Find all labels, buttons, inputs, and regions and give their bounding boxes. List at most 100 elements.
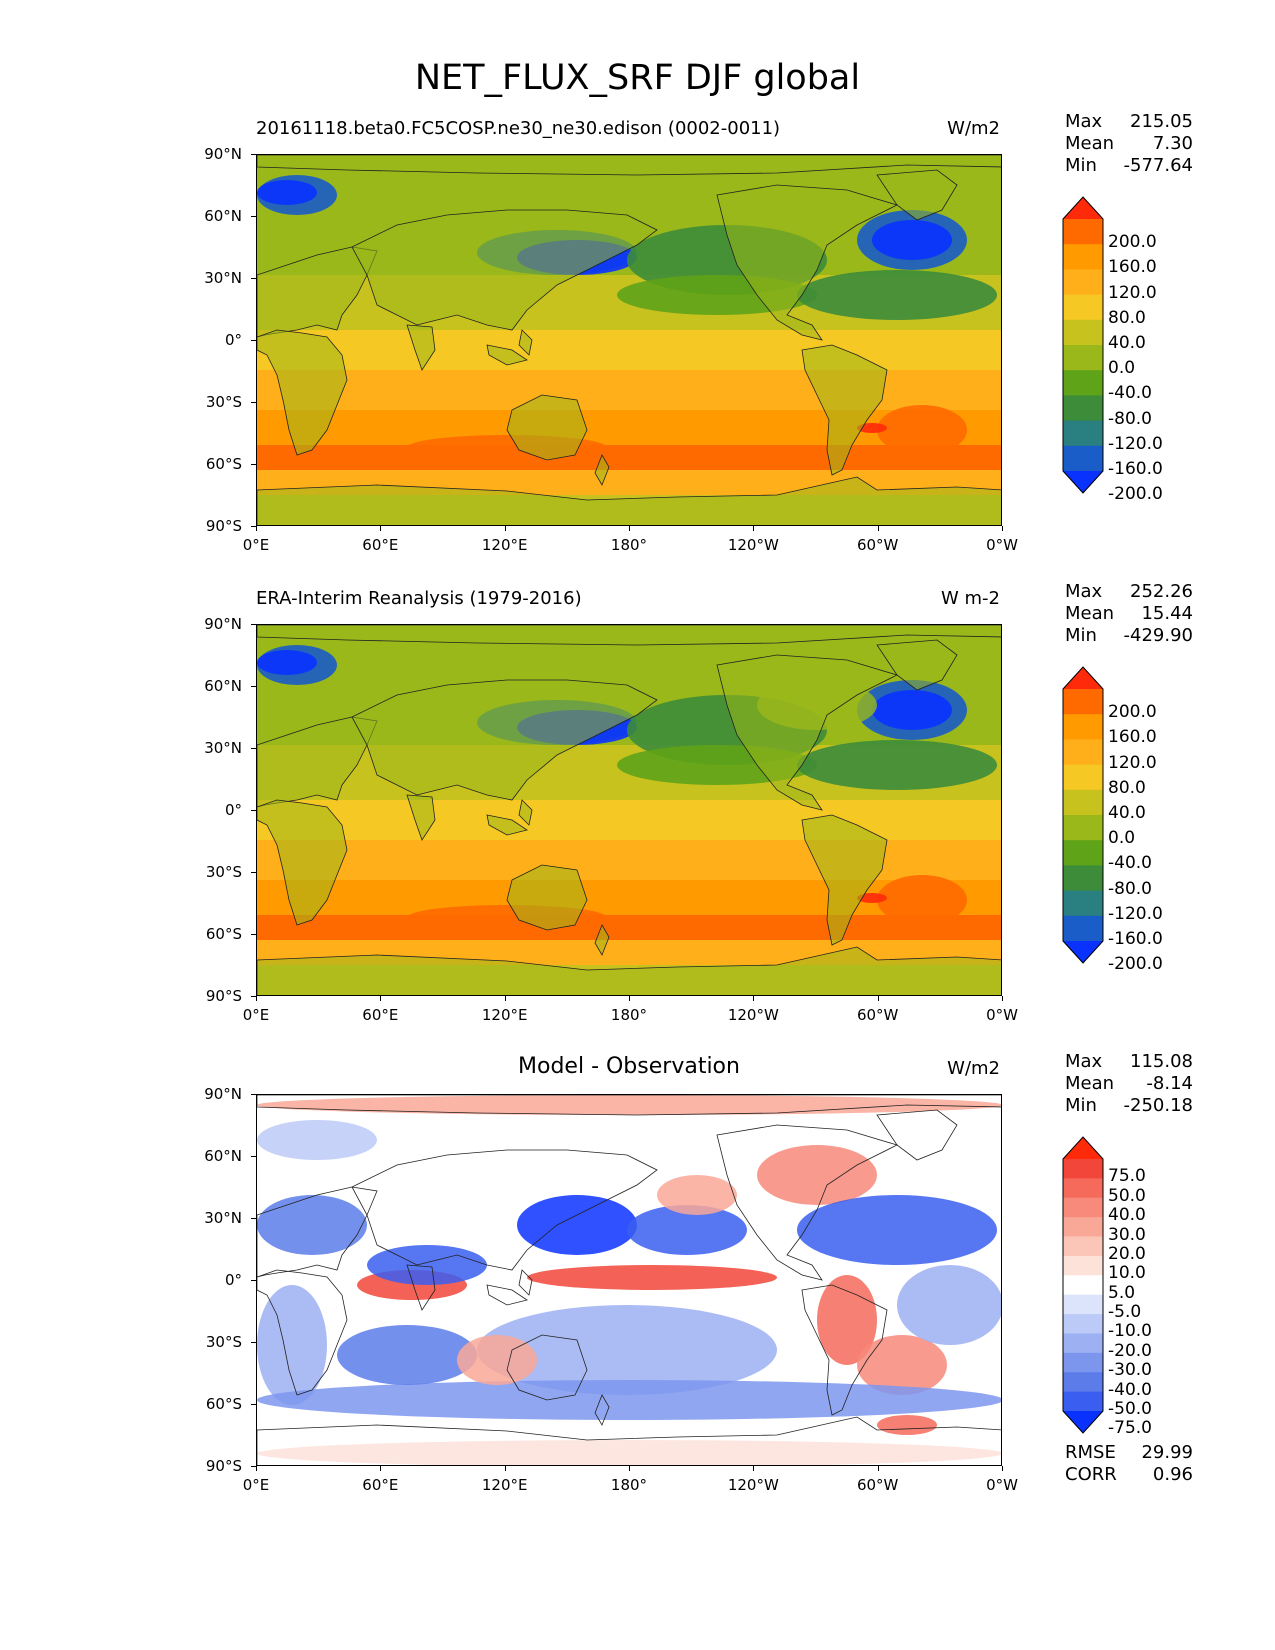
anomaly-field (257, 1285, 327, 1405)
colorbar-outline (1062, 666, 1104, 964)
colorbar-tick-label: 10.0 (1108, 1263, 1146, 1284)
colorbar-tick-label: 0.0 (1108, 828, 1136, 849)
colorbar-segment (1063, 1236, 1103, 1257)
longitude-tick-label: 60°W (856, 1476, 899, 1494)
colorbar-segment (1063, 815, 1103, 841)
colorbar-segment (1063, 1178, 1103, 1199)
flux-band (257, 330, 1001, 370)
colorbar-tick-label: 80.0 (1108, 307, 1146, 328)
longitude-tick (753, 996, 755, 1001)
latitude-tick-label: 90°S (205, 987, 242, 1005)
flux-anomaly (797, 270, 997, 320)
colorbar (1062, 196, 1104, 498)
coastline (506, 864, 588, 931)
coastline (257, 476, 1001, 525)
stat-label: Max (1065, 1051, 1103, 1072)
colorbar-tick-label: -40.0 (1108, 853, 1152, 874)
colorbar-outline (1062, 1136, 1104, 1434)
longitude-tick (504, 996, 506, 1001)
colorbar-segment (1063, 1314, 1103, 1334)
latitude-tick-label: 90°N (204, 145, 242, 163)
coastline (801, 814, 888, 946)
panel-title: ERA-Interim Reanalysis (1979-2016) (256, 588, 582, 609)
anomaly-field (857, 1335, 947, 1395)
latitude-tick (251, 1218, 256, 1219)
longitude-tick (753, 1466, 755, 1471)
colorbar-tick-label: 200.0 (1108, 702, 1157, 723)
flux-anomaly (877, 875, 967, 925)
figure-title: NET_FLUX_SRF DJF global (414, 58, 861, 98)
latitude-tick (251, 1466, 256, 1467)
longitude-tick-label: 120°E (481, 1476, 528, 1494)
latitude-tick-label: 90°N (204, 1085, 242, 1103)
coastline (594, 454, 610, 486)
colorbar-tick-label: -120.0 (1108, 433, 1163, 454)
latitude-tick (251, 1094, 256, 1095)
coastline (351, 209, 658, 331)
colorbar-tick-label: -200.0 (1108, 954, 1163, 975)
anomaly-field (877, 1415, 937, 1435)
coastline (876, 639, 958, 691)
colorbar-segment (1063, 1197, 1103, 1218)
stat-row: Min -429.90 (1065, 625, 1193, 647)
coastline (594, 1394, 610, 1426)
flux-band (257, 915, 1001, 940)
metric-label: CORR (1065, 1464, 1117, 1485)
longitude-tick-label: 60°W (856, 536, 899, 554)
coastline (257, 1269, 348, 1396)
stat-value: 7.30 (1152, 133, 1193, 154)
metrics-box: RMSE 29.99 CORR 0.96 (1065, 1442, 1193, 1486)
longitude-tick (380, 996, 382, 1001)
longitude-tick-label: 180° (610, 1006, 648, 1024)
stat-row: Min -577.64 (1065, 155, 1193, 177)
flux-band (257, 840, 1001, 880)
colorbar-segment (1063, 395, 1103, 422)
colorbar-tick-label: 40.0 (1108, 1205, 1146, 1226)
latitude-tick (251, 1156, 256, 1157)
colorbar-segment (1063, 890, 1103, 917)
colorbar-tick-label: 75.0 (1108, 1166, 1146, 1187)
latitude-tick (251, 810, 256, 811)
colorbar-tick-label: -5.0 (1108, 1302, 1142, 1323)
flux-anomaly (257, 650, 317, 675)
longitude-tick-label: 120°E (481, 1006, 528, 1024)
map-plot (256, 624, 1002, 996)
latitude-tick (251, 216, 256, 217)
longitude-tick (1002, 996, 1003, 1001)
colorbar-segment (1063, 269, 1103, 296)
coastline (351, 679, 658, 801)
stat-label: Mean (1065, 1073, 1115, 1094)
colorbar-extend-min (1063, 471, 1103, 493)
colorbar-tick-label: -200.0 (1108, 484, 1163, 505)
panel-units: W/m2 (947, 1058, 1000, 1079)
colorbar-tick-label: -160.0 (1108, 929, 1163, 949)
map-panel: ERA-Interim Reanalysis (1979-2016) W m-2 M… (0, 0, 1275, 1024)
flux-band (257, 800, 1001, 840)
longitude-tick-label: 0°W (986, 536, 1018, 554)
coastline (406, 324, 436, 371)
stat-row: Max 252.26 (1065, 581, 1193, 603)
latitude-tick-label: 60°S (205, 1395, 242, 1413)
stats-box: Max 215.05 Mean 7.30 Min -577.64 (1065, 111, 1193, 177)
longitude-tick (877, 526, 879, 531)
longitude-tick (256, 996, 257, 1001)
coastline (876, 1109, 958, 1161)
stat-row: Max 215.05 (1065, 111, 1193, 133)
colorbar-tick-label: -80.0 (1108, 408, 1152, 429)
anomaly-field (257, 1440, 1001, 1465)
colorbar-tick-label: 160.0 (1108, 257, 1157, 278)
coastline (801, 344, 888, 476)
latitude-tick-label: 30°N (204, 1209, 242, 1227)
latitude-tick (251, 340, 256, 341)
longitude-tick-label: 180° (610, 536, 648, 554)
latitude-tick-label: 30°S (205, 393, 242, 411)
colorbar-tick-label: 5.0 (1108, 1282, 1136, 1303)
latitude-tick (251, 996, 256, 997)
coastline (486, 814, 528, 836)
latitude-tick-label: 30°S (205, 1333, 242, 1351)
stat-label: Mean (1065, 133, 1115, 154)
latitude-tick-label: 30°S (205, 863, 242, 881)
colorbar-segment (1063, 1217, 1103, 1238)
coastline (257, 1186, 378, 1278)
map-plot (256, 154, 1002, 526)
